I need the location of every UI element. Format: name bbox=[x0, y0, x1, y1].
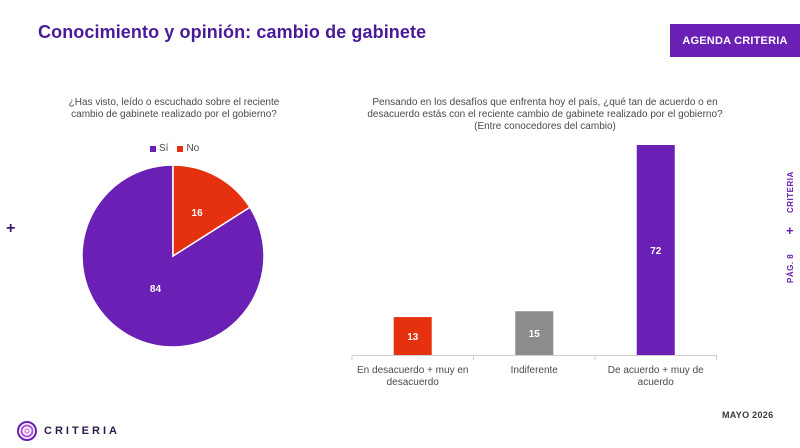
side-page-label: PÁG. 8 bbox=[786, 253, 795, 283]
bar-chart-title: Pensando en los desafíos que enfrenta ho… bbox=[367, 97, 723, 132]
bar-2 bbox=[515, 311, 554, 355]
pie-slice-s bbox=[81, 164, 265, 348]
side-brand-label: CRITERIA bbox=[786, 171, 795, 213]
x-tick-label: De acuerdo + muy de acuerdo bbox=[608, 365, 704, 388]
legend-label-si: Sí bbox=[159, 143, 169, 154]
legend-swatch-no bbox=[177, 145, 184, 152]
pie-legend: Sí No bbox=[150, 143, 199, 154]
logo-rings-icon bbox=[17, 421, 37, 441]
criteria-logo: CRITERIA bbox=[16, 420, 120, 442]
page-title: Conocimiento y opinión: cambio de gabine… bbox=[38, 22, 427, 42]
legend-item-si: Sí bbox=[150, 143, 168, 154]
bar-3 bbox=[636, 145, 675, 355]
bar-value-label: 15 bbox=[529, 329, 541, 340]
report-date: MAYO 2026 bbox=[722, 410, 774, 420]
side-plus-icon: + bbox=[786, 223, 794, 238]
pie-chart-title: ¿Has visto, leído o escuchado sobre el r… bbox=[68, 97, 280, 120]
pie-value-label: 84 bbox=[150, 284, 162, 295]
x-tick-label: En desacuerdo + muy en desacuerdo bbox=[357, 365, 468, 388]
pie-slice-no bbox=[172, 164, 251, 258]
legend-label-no: No bbox=[186, 143, 200, 154]
legend-swatch-si bbox=[150, 145, 156, 152]
logo-text: CRITERIA bbox=[44, 425, 120, 437]
legend-item-no: No bbox=[177, 143, 199, 154]
x-tick-label: Indiferente bbox=[511, 365, 559, 376]
bar-value-label: 13 bbox=[407, 332, 419, 343]
pie-value-label: 16 bbox=[192, 208, 204, 219]
bar-value-label: 72 bbox=[650, 246, 662, 257]
plus-icon: + bbox=[6, 220, 16, 237]
agenda-badge[interactable]: AGENDA CRITERIA bbox=[670, 24, 800, 57]
bar-1 bbox=[393, 317, 432, 355]
